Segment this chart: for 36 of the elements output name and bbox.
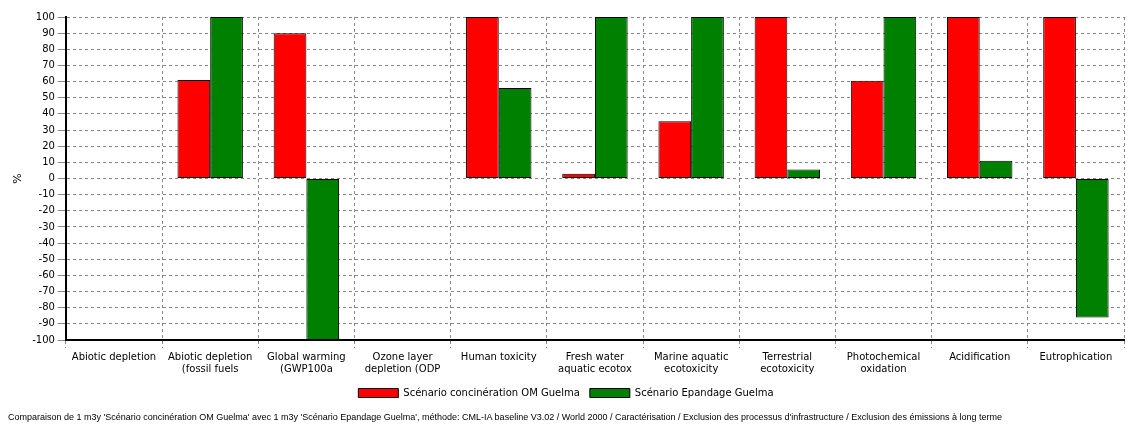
y-tick-label: -90 <box>38 317 55 329</box>
y-axis-title: % <box>11 173 25 184</box>
y-tick-label: 30 <box>42 123 55 135</box>
x-tick-label: Global warming (GWP100a <box>267 350 346 374</box>
x-tick-label: Photochemical oxidation <box>846 350 921 374</box>
y-tick-label: 100 <box>35 10 55 22</box>
legend-label: Scénario Epandage Guelma <box>634 386 774 398</box>
x-tick-label: Ozone layer depletion (ODP <box>364 350 441 374</box>
y-tick-label: 80 <box>42 42 55 54</box>
x-tick-label: Fresh water aquatic ecotox <box>558 350 632 374</box>
y-tick-label: -10 <box>38 188 55 200</box>
y-tick-label: -60 <box>38 268 55 280</box>
y-tick-label: -80 <box>38 301 55 313</box>
y-tick-label: -100 <box>32 333 55 345</box>
y-tick-label: 10 <box>42 155 55 167</box>
y-tick-label: -50 <box>38 252 55 264</box>
y-tick-label: 50 <box>42 91 55 103</box>
y-tick-label: 60 <box>42 75 55 87</box>
y-tick-label: 20 <box>42 139 55 151</box>
y-tick-label: -30 <box>38 220 55 232</box>
y-tick-label: -40 <box>38 236 55 248</box>
legend-label: Scénario concinération OM Guelma <box>403 386 580 398</box>
text: Comparaison de 1 m3y 'Scénario concinération OM Guelma' avec 1 m3y 'Scénario Epandage Guelma', méthode: CML-IA baseline V3.02 / World 2000 / Caractérisation / Exclusion des processus d'infrastructure / Exclusion des émissions à long terme <box>8 412 1003 422</box>
y-tick-label: -70 <box>38 285 55 297</box>
y-tick-label: -20 <box>38 204 55 216</box>
y-tick-label: 40 <box>42 107 55 119</box>
y-tick-label: 0 <box>48 172 55 184</box>
x-tick-label: Abiotic depletion <box>71 350 157 362</box>
y-tick-label: 90 <box>42 26 55 38</box>
x-tick-label: Eutrophication <box>1039 350 1113 362</box>
x-tick-label: Human toxicity <box>460 350 537 362</box>
x-tick-label: Marine aquatic ecotoxicity <box>653 350 729 374</box>
y-tick-label: 70 <box>42 59 55 71</box>
x-tick-label: Terrestrial ecotoxicity <box>760 350 815 374</box>
x-tick-label: Acidification <box>949 350 1011 362</box>
x-tick-label: Abiotic depletion (fossil fuels <box>167 350 253 374</box>
